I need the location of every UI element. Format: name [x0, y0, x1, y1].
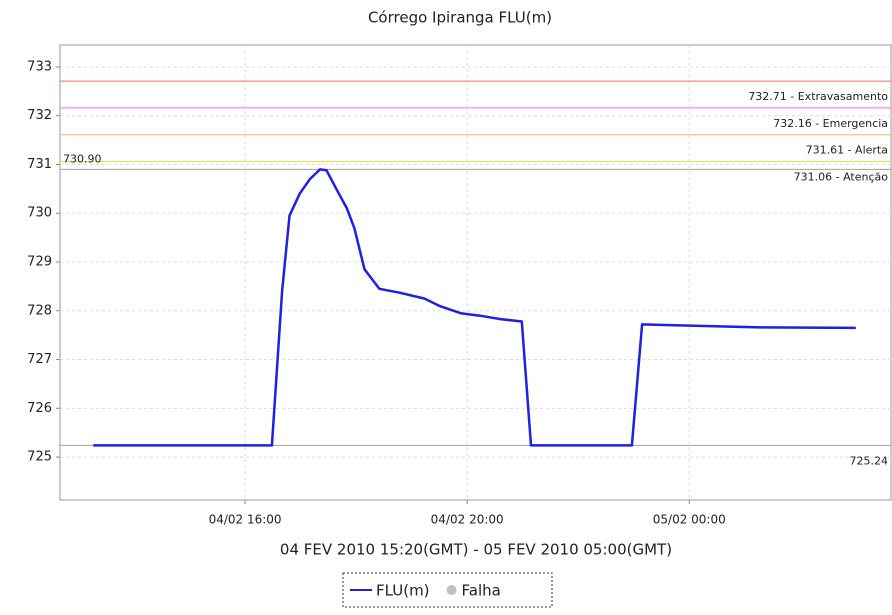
reference-label: 731.06 - Atenção: [794, 171, 889, 184]
legend-marker: [446, 585, 457, 595]
y-tick-label: 729: [27, 255, 52, 270]
x-tick-label: 05/02 00:00: [653, 513, 726, 527]
legend-label: Falha: [462, 582, 501, 600]
reference-label: 732.71 - Extravasamento: [748, 90, 888, 103]
x-axis-label: 04 FEV 2010 15:20(GMT) - 05 FEV 2010 05:…: [280, 541, 672, 559]
x-tick-label: 04/02 20:00: [431, 513, 504, 527]
reference-label: 732.16 - Emergencia: [773, 117, 888, 130]
y-tick-label: 732: [27, 108, 52, 123]
legend-label: FLU(m): [376, 582, 430, 600]
data-line: [93, 168, 856, 447]
y-tick-label: 728: [27, 303, 52, 318]
reference-label: 731.61 - Alerta: [806, 144, 888, 157]
y-tick-label: 726: [27, 401, 52, 416]
x-tick-label: 04/02 16:00: [209, 513, 282, 527]
y-tick-label: 733: [27, 59, 52, 74]
y-tick-label: 725: [27, 450, 52, 465]
y-tick-label: 727: [27, 352, 52, 367]
chart-title: Córrego Ipiranga FLU(m): [368, 9, 552, 27]
reference-label: 725.24: [850, 454, 889, 467]
reference-label: 730.90: [63, 152, 102, 165]
plot-area: [59, 44, 892, 501]
y-tick-label: 730: [27, 206, 52, 221]
y-tick-label: 731: [27, 157, 52, 172]
